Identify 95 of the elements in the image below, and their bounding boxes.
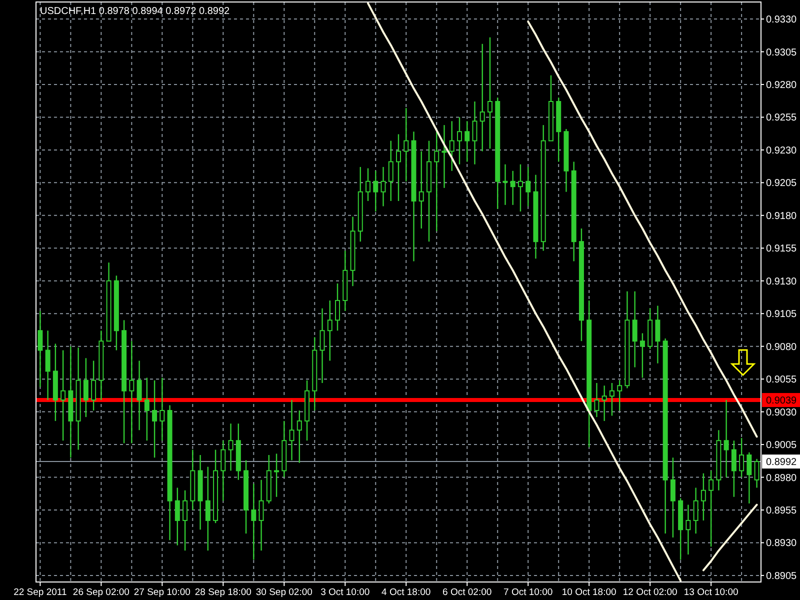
candlestick (396, 134, 401, 202)
candlestick (686, 504, 691, 556)
line-series (702, 504, 758, 572)
candlestick (38, 310, 43, 388)
candlestick (655, 305, 660, 364)
candlestick (456, 116, 462, 165)
candlestick (320, 308, 325, 384)
candlestick (464, 120, 470, 162)
candlestick (472, 100, 478, 165)
y-tick-label: 0.9180 (766, 210, 798, 222)
candlestick (693, 487, 698, 534)
chart-title: USDCHF,H1 0.8978 0.8994 0.8972 0.8992 (40, 6, 230, 17)
candlestick (487, 36, 492, 150)
candlestick (251, 483, 256, 560)
candlestick (160, 377, 165, 442)
candlestick (442, 124, 447, 189)
candlestick (136, 360, 142, 431)
x-tick-label: 22 Sep 2011 (14, 587, 67, 598)
candlestick (518, 164, 523, 212)
candlestick (152, 380, 158, 458)
y-tick-label: 0.9105 (766, 309, 798, 320)
candlestick (274, 453, 280, 498)
candlestick (373, 170, 378, 212)
candlestick (388, 140, 394, 202)
candlestick (724, 399, 729, 478)
candlestick (746, 452, 752, 504)
candlestick (83, 358, 88, 418)
y-tick-label: 0.9130 (766, 276, 798, 288)
y-tick-label: 0.8955 (766, 505, 798, 516)
x-tick-label: 30 Sep 02:00 (256, 587, 312, 598)
candlestick (91, 360, 96, 412)
candlestick (289, 399, 294, 461)
candlestick (366, 168, 371, 202)
y-tick-label: 0.9005 (766, 440, 798, 452)
x-tick-label: 12 Oct 02:00 (622, 587, 678, 598)
line-series (527, 20, 758, 438)
y-tick-label: 0.9330 (766, 14, 798, 26)
y-tick-label: 0.8980 (766, 472, 798, 484)
candlestick (205, 466, 210, 552)
candlestick (174, 487, 180, 546)
candlestick (182, 490, 188, 552)
candlestick (129, 340, 134, 444)
y-tick-label: 0.9280 (766, 80, 798, 91)
y-tick-label: 0.9055 (766, 374, 798, 386)
y-tick-label: 0.9205 (766, 178, 798, 190)
y-tick-label: 0.9155 (766, 244, 798, 255)
x-tick-label: 13 Oct 10:00 (684, 587, 738, 598)
y-tick-label: 0.9255 (766, 112, 798, 124)
y-tick-label: 0.9230 (766, 145, 798, 156)
candlestick (700, 472, 706, 522)
x-tick-label: 4 Oct 18:00 (382, 587, 431, 598)
x-tick-label: 7 Oct 10:00 (504, 587, 553, 598)
x-tick-label: 3 Oct 10:00 (320, 587, 370, 598)
x-tick-label: 28 Sep 18:00 (194, 587, 252, 598)
ref-line-label: 0.8992 (766, 457, 798, 468)
candlestick (434, 131, 440, 232)
candlestick (754, 458, 760, 488)
line-series (367, 2, 682, 582)
candlestick (670, 457, 676, 538)
x-tick-label: 6 Oct 02:00 (442, 587, 492, 598)
y-tick-label: 0.8905 (766, 570, 798, 582)
candlestick (404, 107, 409, 182)
y-tick-label: 0.9305 (766, 47, 798, 58)
candlestick (418, 150, 424, 230)
y-tick-label: 0.9030 (766, 407, 798, 418)
candlestick (228, 422, 234, 472)
candlestick (45, 330, 50, 401)
candlestick (510, 170, 516, 206)
candlestick (327, 300, 332, 362)
candlestick (640, 332, 645, 378)
candlestick (731, 440, 736, 498)
candlestick (617, 380, 622, 412)
candlestick (220, 440, 226, 502)
candlestick (602, 385, 607, 422)
candlestick (335, 282, 340, 332)
y-tick-label: 0.9080 (766, 342, 798, 353)
candlestick (144, 377, 150, 442)
candlestick (480, 43, 485, 152)
candlestick (502, 164, 508, 206)
x-tick-label: 26 Sep 02:00 (72, 587, 130, 598)
candlestick (380, 166, 386, 207)
x-tick-label: 27 Sep 10:00 (134, 587, 190, 598)
candlestick (449, 120, 454, 172)
candlestick (296, 410, 302, 464)
candlestick (739, 437, 744, 478)
x-tick-label: 10 Oct 18:00 (562, 587, 616, 598)
candlestick (609, 382, 614, 416)
ref-line-label: 0.9039 (766, 396, 798, 407)
candlestick (526, 166, 531, 207)
candlestick (60, 350, 66, 442)
candlestick (258, 479, 264, 552)
candlestick (708, 470, 714, 548)
candlestick (632, 290, 638, 368)
y-tick-label: 0.8930 (766, 538, 798, 550)
candlestick (594, 382, 600, 418)
